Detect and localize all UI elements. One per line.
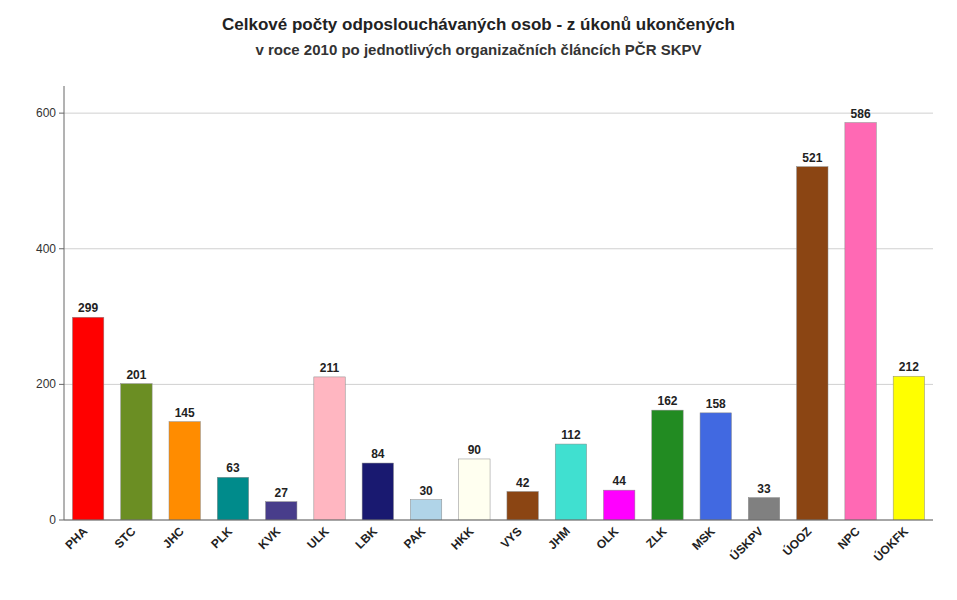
- category-label: PAK: [401, 524, 428, 551]
- data-label: 63: [226, 461, 240, 475]
- subtitle: v roce 2010 po jednotlivých organizačníc…: [256, 41, 702, 58]
- grid-line: [64, 113, 933, 114]
- bar: [652, 410, 683, 520]
- category-label: ÚOOZ: [779, 524, 814, 559]
- category-label: VYS: [498, 524, 525, 551]
- tick-label: 200: [36, 377, 56, 391]
- category-label: JHM: [545, 524, 573, 552]
- bar: [797, 167, 828, 520]
- data-label: 145: [175, 406, 195, 420]
- category-label: OLK: [593, 524, 621, 552]
- tick-mark: [59, 520, 64, 521]
- bar: [700, 413, 731, 520]
- data-label: 33: [757, 482, 771, 496]
- data-label: 521: [802, 151, 822, 165]
- bar: [362, 463, 393, 520]
- title: Celkové počty odposlouchávaných osob - z…: [222, 15, 735, 34]
- category-label: ZLK: [643, 524, 670, 551]
- bar: [604, 490, 635, 520]
- tick-label: 600: [36, 106, 56, 120]
- data-label: 299: [78, 301, 98, 315]
- bar: [748, 498, 779, 520]
- chart: Celkové počty odposlouchávaných osob - z…: [0, 0, 957, 600]
- tick-label: 0: [49, 513, 56, 527]
- data-label: 212: [899, 360, 919, 374]
- category-label: ULK: [304, 524, 332, 552]
- bar: [121, 384, 152, 520]
- tick-mark: [59, 113, 64, 114]
- category-label: NPC: [835, 524, 863, 552]
- category-label: HKK: [448, 524, 477, 553]
- bar: [169, 422, 200, 520]
- grid-line: [64, 520, 933, 521]
- bar: [266, 502, 297, 520]
- bars: [72, 123, 924, 520]
- grid: [64, 113, 933, 520]
- category-label: PLK: [208, 524, 235, 551]
- tick-mark: [59, 248, 64, 249]
- data-label: 211: [320, 361, 340, 375]
- data-label: 586: [851, 107, 871, 121]
- category-label: LBK: [353, 524, 381, 552]
- category-label: ÚOKFK: [870, 523, 911, 564]
- tick-mark: [59, 384, 64, 385]
- bar: [410, 500, 441, 520]
- data-label: 30: [419, 484, 433, 498]
- data-label: 27: [275, 486, 289, 500]
- category-label: STC: [112, 524, 139, 551]
- bar: [845, 123, 876, 520]
- bar: [217, 477, 248, 520]
- category-label: JHC: [160, 524, 187, 551]
- bar: [314, 377, 345, 520]
- data-label: 112: [561, 428, 581, 442]
- tick-label: 400: [36, 242, 56, 256]
- category-label: MSK: [689, 524, 718, 553]
- bar: [459, 459, 490, 520]
- category-label: ÚSKPV: [726, 524, 766, 564]
- data-label: 162: [657, 394, 677, 408]
- data-label: 90: [468, 443, 482, 457]
- data-label: 158: [706, 397, 726, 411]
- data-label: 84: [371, 447, 385, 461]
- x-axis: [64, 520, 933, 521]
- data-label: 44: [613, 474, 627, 488]
- bar: [555, 444, 586, 520]
- category-label: PHA: [62, 524, 90, 552]
- category-label: KVK: [256, 524, 284, 552]
- bar: [72, 317, 103, 520]
- data-label: 42: [516, 476, 530, 490]
- bar: [507, 492, 538, 520]
- y-axis: [64, 86, 65, 520]
- data-label: 201: [126, 368, 146, 382]
- bar: [893, 376, 924, 520]
